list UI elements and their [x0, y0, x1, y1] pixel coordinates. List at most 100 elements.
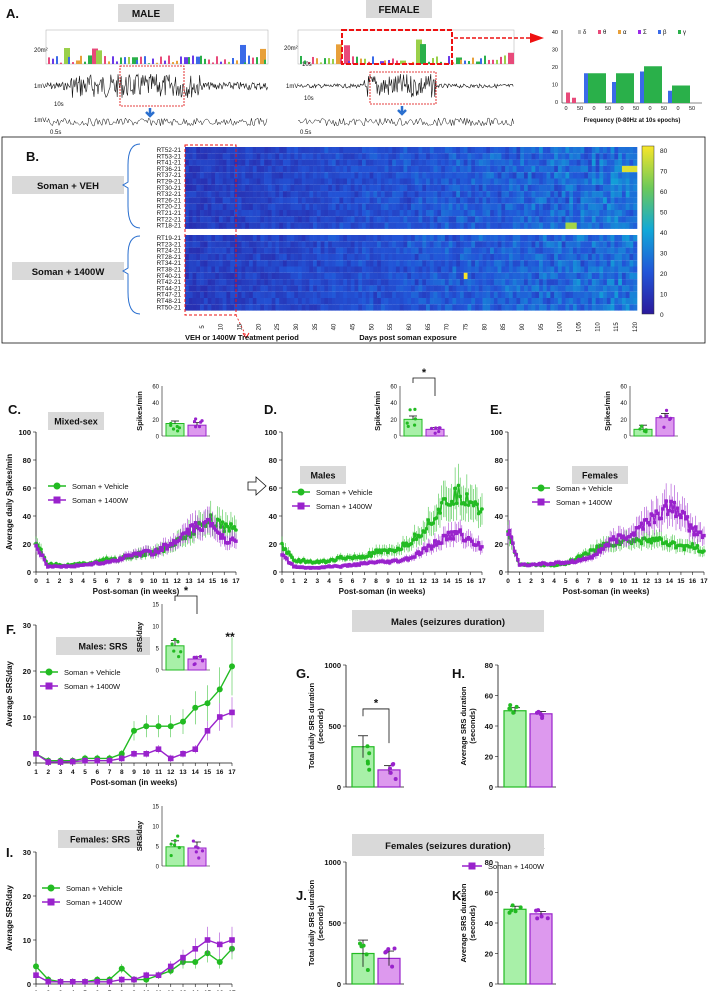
heatmap-cell [531, 285, 536, 292]
heatmap-cell [343, 266, 348, 273]
heatmap-cell [245, 210, 250, 217]
heatmap-cell [203, 247, 208, 254]
heatmap-cell [542, 216, 547, 223]
heatmap-cell [203, 216, 208, 223]
heatmap-cell [478, 210, 483, 217]
heatmap-cell [264, 304, 269, 311]
heatmap-cell [271, 191, 276, 198]
heatmap-cell [512, 260, 517, 267]
heatmap-cell [535, 253, 540, 261]
heatmap-cell [286, 203, 291, 210]
heatmap-cell [463, 222, 468, 229]
heatmap-cell [241, 253, 246, 261]
heatmap-cell [591, 197, 596, 204]
heatmap-cell [448, 197, 453, 204]
heatmap-cell [252, 172, 257, 179]
heatmap-cell [298, 216, 303, 223]
heatmap-cell [313, 253, 318, 261]
heatmap-cell [595, 147, 600, 154]
heatmap-cell [546, 247, 551, 254]
heatmap-cell [539, 197, 544, 204]
data-point [163, 542, 168, 547]
heatmap-cell [591, 304, 596, 311]
heatmap-cell [505, 184, 510, 192]
heatmap-cell [320, 210, 325, 217]
heatmap-cell [441, 210, 446, 217]
heatmap-cell [384, 184, 389, 192]
data-point [470, 500, 474, 505]
heatmap-cell [399, 178, 404, 185]
heatmap-cell [516, 172, 521, 179]
heatmap-cell [249, 279, 254, 286]
heatmap-cell [429, 235, 434, 242]
heatmap-cell [614, 165, 619, 173]
heatmap-cell [384, 153, 389, 160]
heatmap-cell [369, 260, 374, 267]
y-axis-label: Average daily Spikes/min [5, 454, 14, 550]
heatmap-cell [339, 235, 344, 242]
heatmap-cell [580, 304, 585, 311]
heatmap-cell [418, 172, 423, 179]
heatmap-cell [196, 266, 201, 273]
heatmap-cell [478, 191, 483, 198]
heatmap-cell [501, 197, 506, 204]
heatmap-cell [490, 235, 495, 242]
heatmap-cell [482, 247, 487, 254]
heatmap-cell [380, 216, 385, 223]
rat-id-label: RT42-21 [157, 279, 182, 286]
heatmap-xtick: 45 [351, 323, 357, 330]
heatmap-cell [456, 291, 461, 298]
heatmap-cell [497, 203, 502, 210]
heatmap-cell [211, 304, 216, 311]
heatmap-cell [501, 304, 506, 311]
heatmap-xtick: 120 [633, 321, 639, 332]
heatmap-cell [478, 291, 483, 298]
data-point [638, 525, 642, 529]
heatmap-cell [633, 291, 638, 298]
data-point [458, 494, 462, 499]
heatmap-cell [448, 285, 453, 292]
heatmap-cell [580, 184, 585, 192]
heatmap-cell [245, 253, 250, 261]
heatmap-cell [561, 197, 566, 204]
heatmap-cell [580, 153, 585, 160]
male-scale-05s: 0.5s [50, 130, 61, 136]
heatmap-cell [222, 203, 227, 210]
heatmap-cell [354, 216, 359, 223]
x-tick-label: 14 [443, 578, 451, 585]
inset-dot [669, 416, 673, 421]
heatmap-cell [343, 222, 348, 229]
heatmap-cell [354, 247, 359, 254]
heatmap-cell [256, 165, 261, 173]
heatmap-cell [388, 304, 393, 311]
heatmap-cell [418, 203, 423, 210]
heatmap-cell [572, 210, 578, 217]
heatmap-xtick: 50 [369, 323, 375, 330]
heatmap-cell [550, 285, 555, 292]
heatmap-cell [531, 153, 536, 160]
heatmap-cell [241, 153, 246, 160]
heatmap-cell [305, 235, 310, 242]
heatmap-cell [471, 304, 476, 311]
male-seizure-box [119, 65, 185, 107]
heatmap-cell [282, 153, 287, 160]
inset-ytick: 0 [394, 435, 398, 441]
heatmap-cell [437, 172, 442, 179]
heatmap-cell [309, 266, 314, 273]
heatmap-xtick: 30 [294, 323, 300, 330]
heatmap-cell [249, 241, 254, 248]
heatmap-cell [527, 266, 532, 273]
heatmap-cell [569, 197, 574, 204]
heatmap-cell [429, 266, 434, 273]
heatmap-cell [437, 253, 442, 261]
heatmap-cell [200, 178, 205, 185]
heatmap-cell [584, 222, 589, 229]
heatmap-cell [535, 247, 540, 254]
heatmap-cell [377, 235, 382, 242]
heatmap-cell [279, 191, 284, 198]
heatmap-cell [422, 197, 427, 204]
heatmap-cell [294, 153, 299, 160]
heatmap-cell [200, 165, 205, 173]
x-tick-label: 14 [192, 769, 200, 776]
y-axis-label: Average SRS/day [5, 660, 14, 727]
